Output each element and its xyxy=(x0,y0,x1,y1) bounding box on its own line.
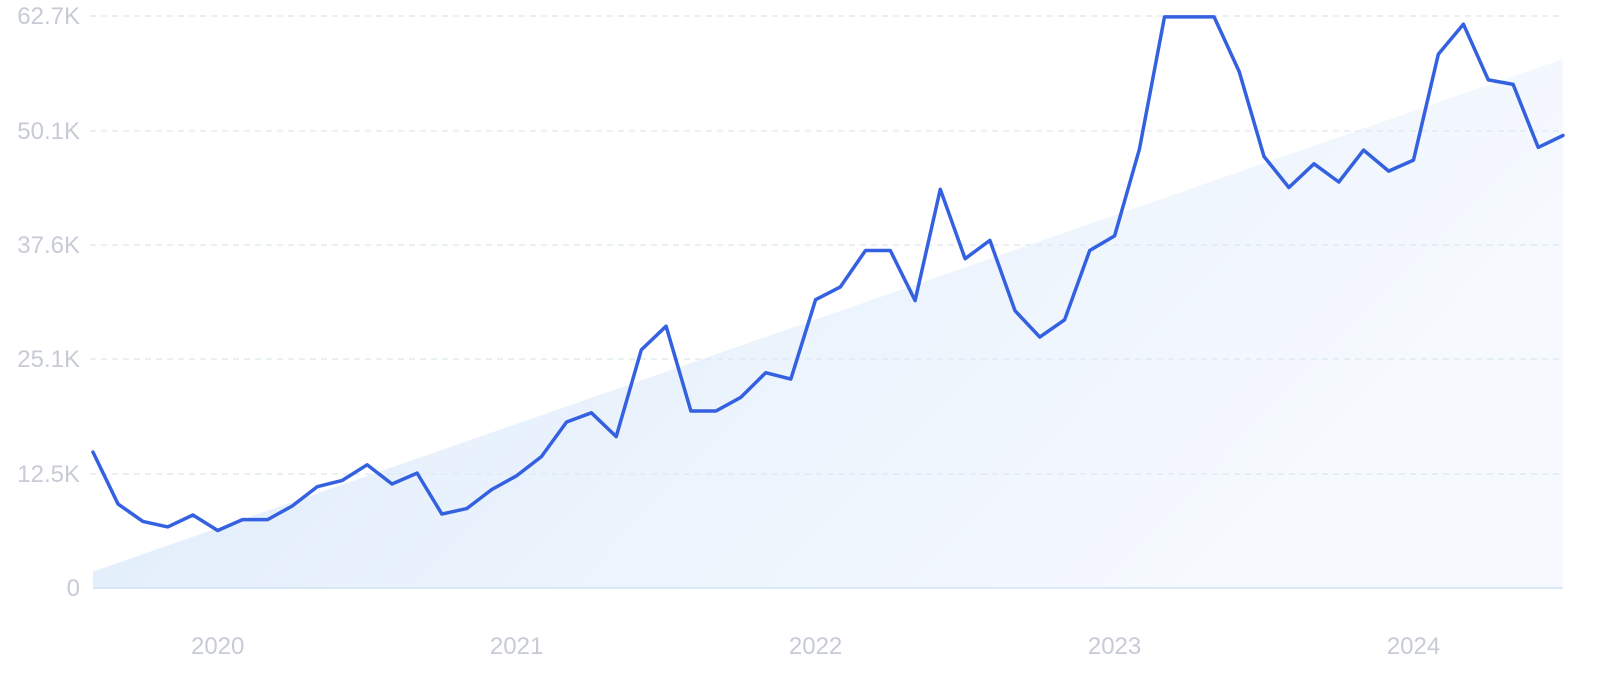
x-axis-ticks: 2020 2021 2022 2023 2024 xyxy=(191,633,1440,660)
y-tick-label: 25.1K xyxy=(17,346,80,373)
trend-fill xyxy=(93,58,1563,588)
x-tick-label: 2024 xyxy=(1387,633,1440,660)
trend-area xyxy=(93,58,1563,588)
x-tick-label: 2023 xyxy=(1088,633,1141,660)
y-tick-label: 62.7K xyxy=(17,3,80,30)
x-tick-label: 2020 xyxy=(191,633,244,660)
y-tick-label: 50.1K xyxy=(17,118,80,145)
y-tick-label: 37.6K xyxy=(17,232,80,259)
series-line xyxy=(91,15,1565,533)
y-tick-label: 0 xyxy=(67,575,80,602)
series-line-group xyxy=(91,15,1565,533)
y-tick-label: 12.5K xyxy=(17,461,80,488)
x-tick-label: 2022 xyxy=(789,633,842,660)
x-tick-label: 2021 xyxy=(490,633,543,660)
y-axis-ticks: 0 12.5K 25.1K 37.6K 50.1K 62.7K xyxy=(17,3,80,602)
